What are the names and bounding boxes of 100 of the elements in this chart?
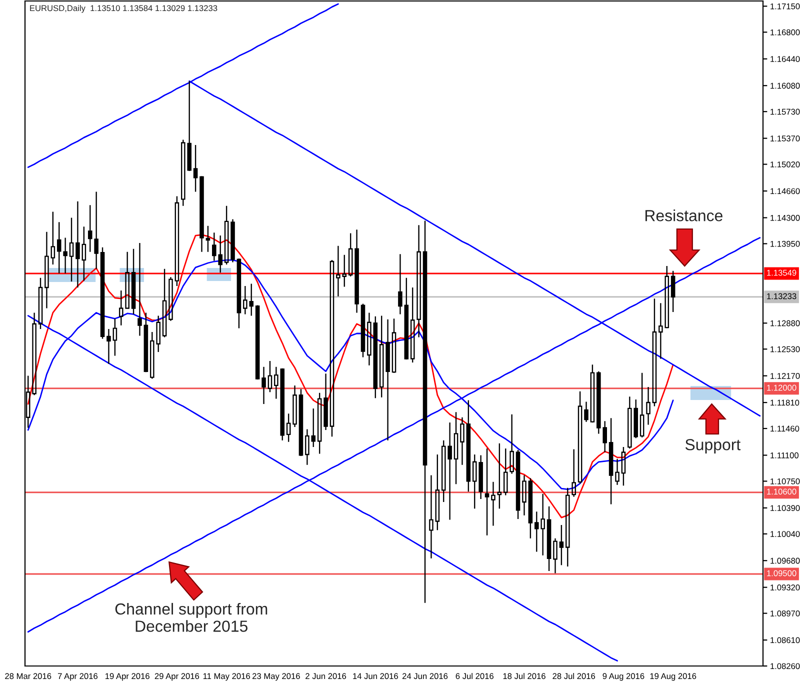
candlestick [608, 418, 614, 505]
candlestick [652, 298, 657, 407]
candlestick [497, 442, 502, 510]
x-tick-label: 19 Apr 2016 [105, 673, 150, 681]
x-tick-label: 18 Jul 2016 [503, 672, 546, 680]
candlestick [516, 449, 520, 520]
candlestick [112, 318, 118, 356]
candlestick [38, 277, 43, 330]
candlestick [50, 211, 56, 266]
candlestick [268, 360, 272, 393]
candlestick [491, 481, 496, 526]
y-tick-label: 1.13950 [770, 240, 800, 247]
candlestick [324, 372, 328, 431]
y-tick-label: 1.08260 [770, 663, 800, 670]
y-tick-label: 1.12170 [770, 373, 800, 379]
candlestick [416, 224, 421, 338]
candlestick [466, 400, 471, 492]
candlestick [640, 372, 644, 438]
candlestick [262, 366, 266, 405]
candlestick [330, 259, 334, 438]
annotation: Resistance [645, 210, 722, 222]
y-tick-label: 1.15020 [770, 161, 800, 168]
candlestick [348, 232, 353, 277]
candlestick [522, 474, 526, 516]
y-tick-label: 1.16440 [770, 56, 800, 62]
x-tick-label: 24 Jun 2016 [402, 673, 448, 680]
candlestick [286, 413, 291, 442]
candlestick [615, 458, 620, 486]
candlestick [82, 226, 86, 282]
y-tick-label: 1.11460 [770, 426, 800, 432]
ref-line-label: 1.13233 [767, 293, 796, 300]
candlestick [138, 242, 142, 336]
y-tick-label: 1.12880 [770, 320, 800, 326]
y-tick-label: 1.16800 [770, 29, 800, 36]
candlestick [546, 506, 552, 572]
x-tick-label: 14 Jun 2016 [353, 673, 398, 680]
y-tick-label: 1.11100 [770, 452, 799, 458]
candlestick [528, 478, 533, 539]
candlestick [174, 196, 180, 287]
candlestick [670, 270, 676, 313]
candlestick [236, 258, 242, 329]
candlestick [454, 412, 458, 485]
candlestick [590, 364, 595, 424]
candlestick [621, 446, 626, 486]
candlestick [379, 315, 384, 398]
candlestick [398, 253, 402, 315]
candlestick [255, 304, 260, 380]
ref-line-label: 1.10600 [767, 488, 796, 495]
x-tick-label: 28 Mar 2016 [5, 673, 52, 680]
candlestick [386, 318, 390, 441]
y-tick-label: 1.12530 [770, 346, 800, 352]
candlestick [56, 222, 62, 274]
candlestick [206, 225, 210, 252]
y-tick-label: 1.09320 [770, 584, 800, 590]
ref-line-label: 1.09500 [767, 570, 796, 576]
candlestick [168, 276, 173, 322]
candlestick [646, 386, 650, 426]
x-tick-label: 9 Aug 2016 [602, 673, 644, 681]
candlestick [422, 220, 428, 604]
candlestick [292, 384, 297, 428]
y-tick-label: 1.10750 [770, 478, 800, 484]
candlestick [298, 388, 304, 457]
candlestick [317, 392, 322, 454]
candlestick [69, 217, 74, 282]
x-tick-label: 19 Aug 2016 [650, 673, 696, 681]
candlestick [200, 176, 204, 252]
candlestick [162, 268, 167, 338]
candlestick [553, 538, 558, 574]
candlestick [429, 474, 434, 559]
y-tick-label: 1.10390 [770, 505, 800, 512]
candlestick [404, 277, 409, 360]
ref-line-label: 1.12000 [767, 384, 796, 391]
y-tick-label: 1.14660 [770, 188, 800, 194]
y-tick-label: 1.15370 [770, 136, 800, 142]
candlestick [578, 390, 582, 484]
x-tick-label: 2 Jun 2016 [306, 673, 346, 680]
candlestick [367, 312, 372, 366]
candlestick [76, 200, 80, 288]
candlestick [144, 312, 148, 373]
annotation: Support [685, 438, 741, 454]
candlestick [484, 448, 490, 536]
candlestick [230, 218, 235, 263]
y-tick-label: 1.14300 [770, 214, 800, 221]
x-tick-label: 28 Jul 2016 [552, 672, 596, 680]
y-tick-label: 1.09680 [770, 558, 800, 564]
candlestick [224, 205, 229, 266]
candlestick [354, 229, 359, 314]
candlestick [32, 312, 36, 396]
chart-title: EURUSD,Daily 1.13510 1.13584 1.13029 1.13233 [30, 4, 218, 13]
candlestick [392, 318, 396, 374]
ref-line-label: 1.13549 [767, 270, 796, 276]
y-tick-label: 1.15730 [770, 108, 800, 115]
candlestick [131, 248, 136, 315]
y-tick-label: 1.11810 [770, 400, 800, 406]
candlestick [193, 144, 198, 192]
y-tick-label: 1.08610 [770, 637, 800, 644]
y-tick-label: 1.10040 [770, 531, 800, 537]
candlestick [584, 401, 588, 422]
x-tick-label: 11 May 2016 [203, 673, 250, 681]
candlestick [360, 303, 366, 358]
